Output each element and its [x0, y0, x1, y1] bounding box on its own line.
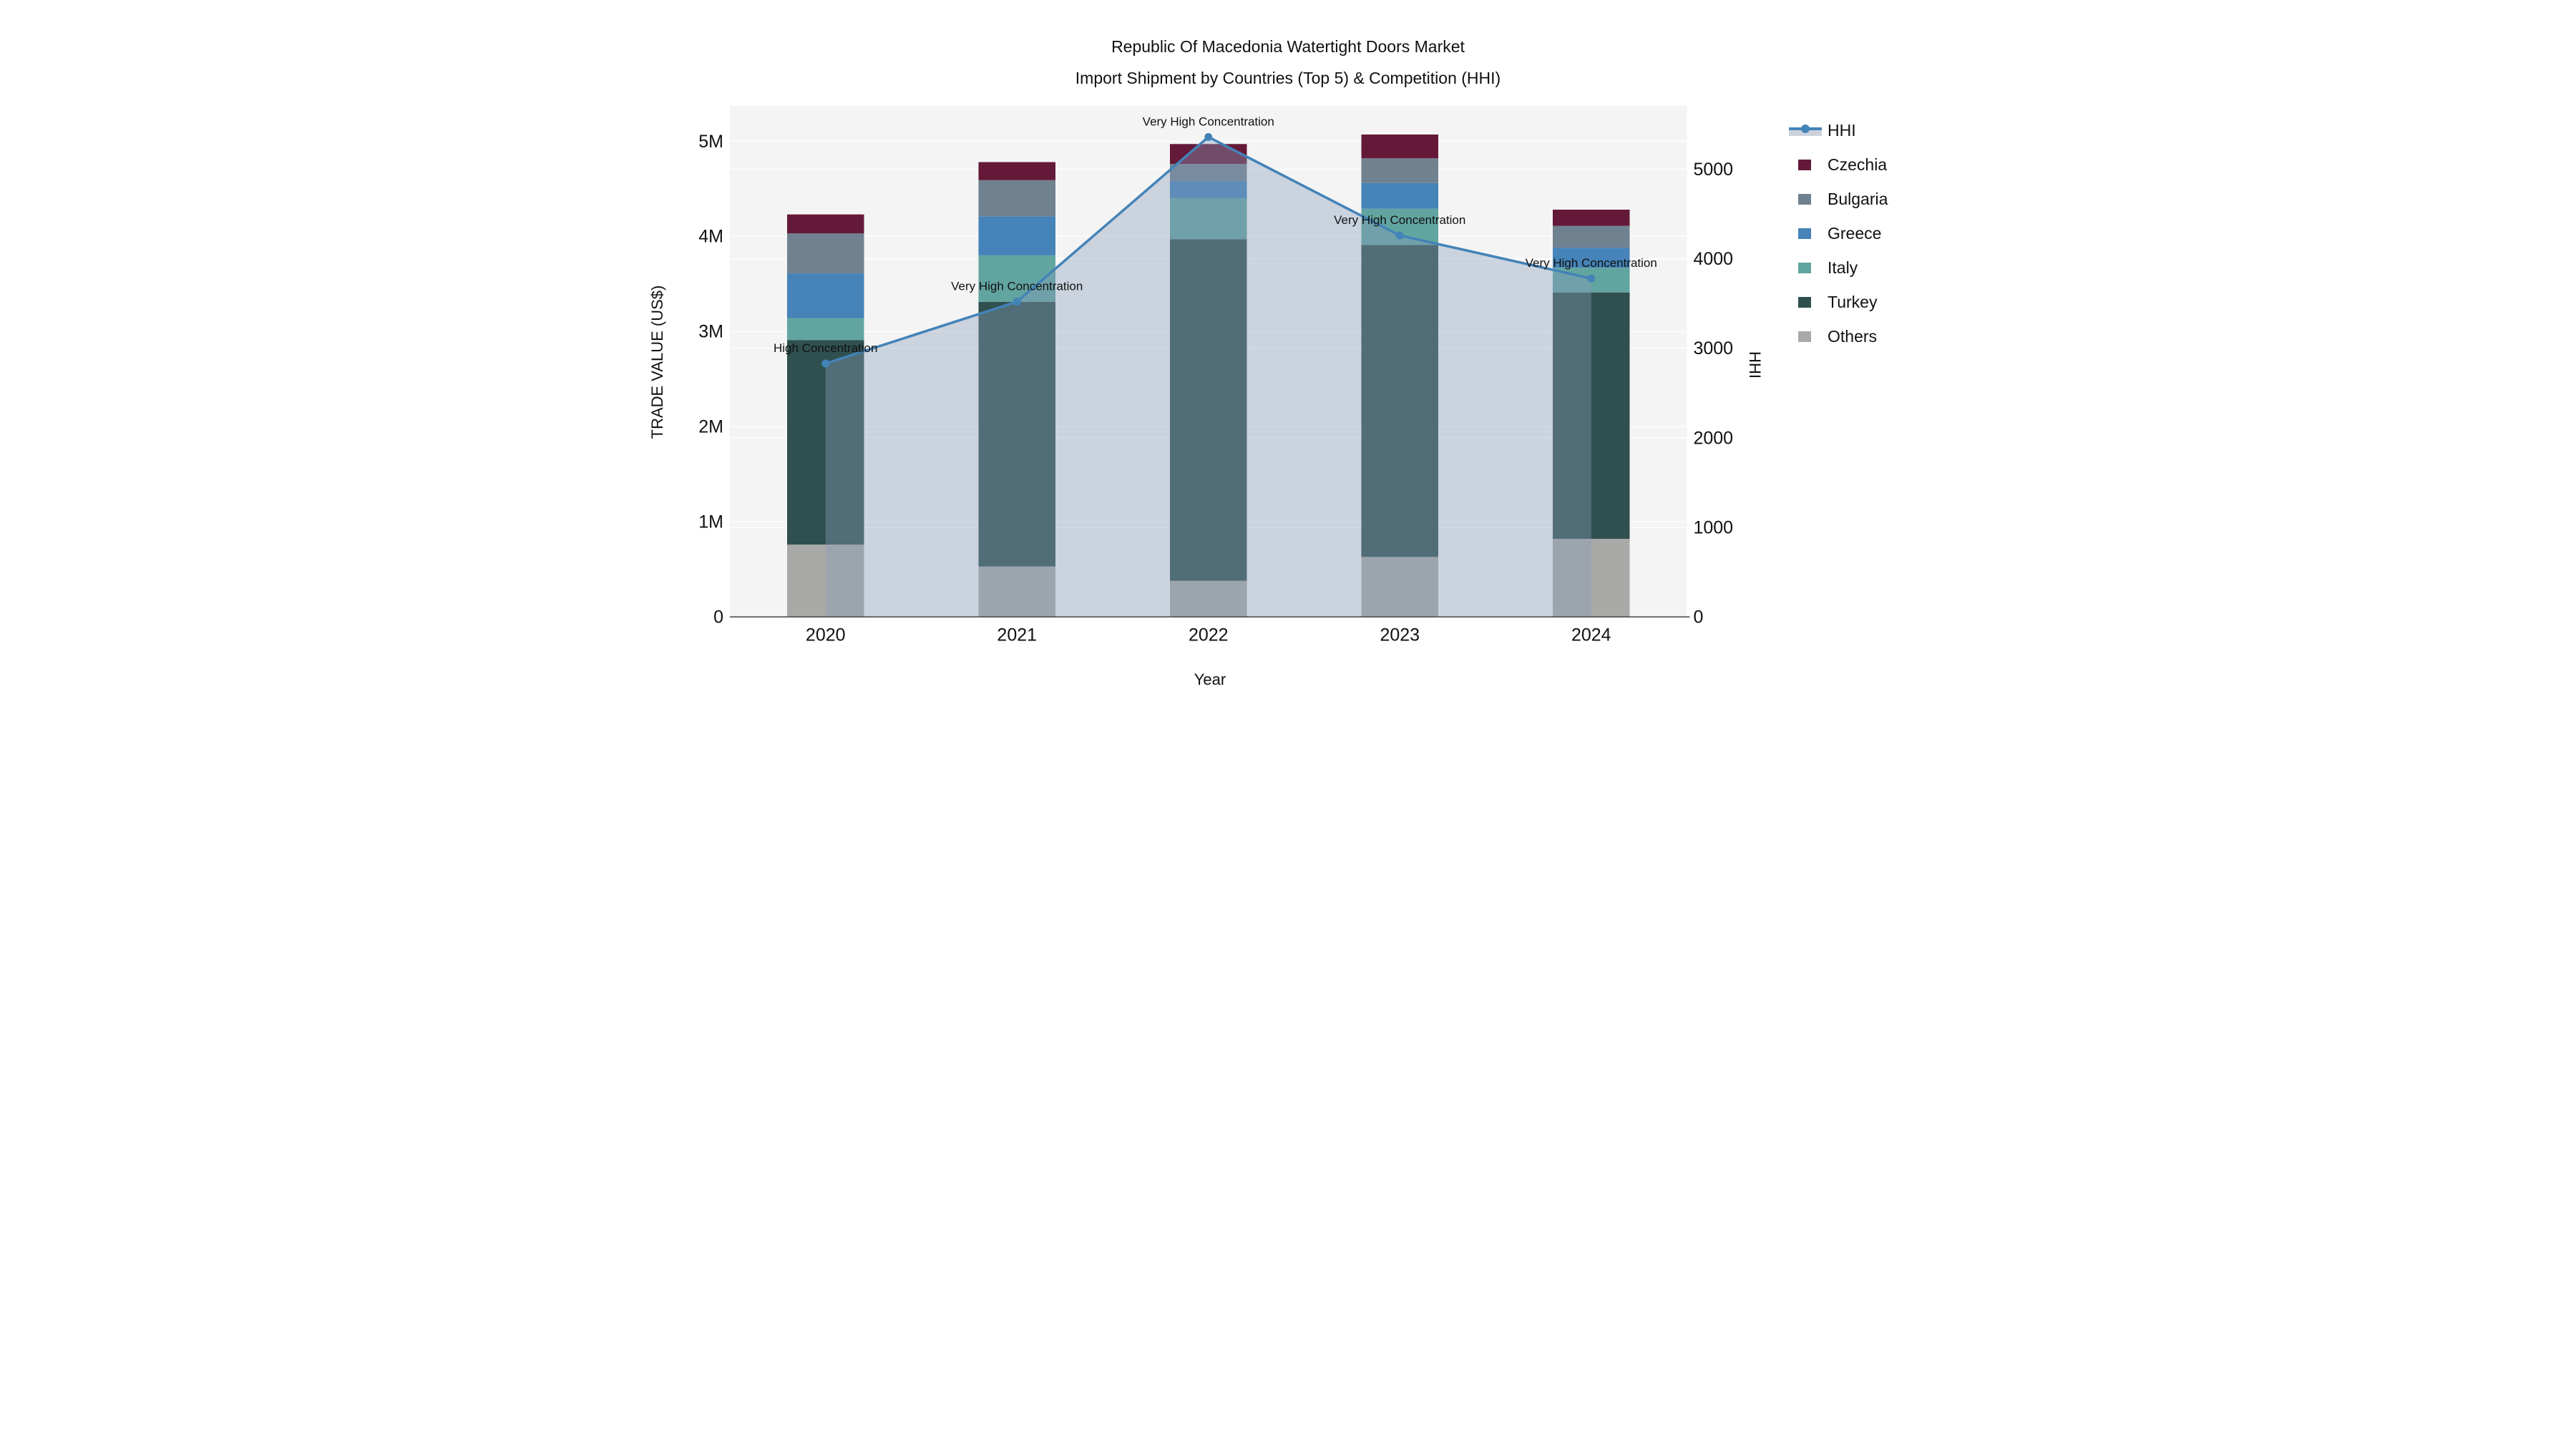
bar-segment-turkey-2023: [1361, 245, 1438, 557]
x-axis-title: Year: [1194, 670, 1226, 688]
italy-swatch-icon: [1798, 262, 1811, 273]
bar-segment-italy-2022: [1170, 198, 1247, 240]
bar-segment-czechia-2023: [1361, 134, 1438, 159]
y-right-tick-label: 4000: [1694, 249, 1734, 269]
bar-segment-bulgaria-2020: [787, 233, 864, 274]
chart-title-line2: Import Shipment by Countries (Top 5) & C…: [1075, 69, 1501, 87]
y-left-tick-label: 5M: [698, 132, 723, 152]
y-left-tick-label: 3M: [698, 322, 723, 342]
legend-label: Czechia: [1828, 155, 1888, 174]
chart-canvas: High Concentration Very High Concentratio…: [698, 105, 1734, 645]
hhi-marker-2022: [1204, 132, 1213, 141]
y-left-tick-label: 1M: [698, 512, 723, 532]
bar-segment-greece-2020: [787, 273, 864, 318]
y-left-tick-label: 4M: [698, 227, 723, 247]
hhi-marker-2021: [1013, 298, 1021, 306]
bar-segment-turkey-2021: [978, 301, 1055, 567]
legend-label: Greece: [1828, 223, 1882, 243]
bar-segment-greece-2021: [978, 216, 1055, 255]
chart-title: Republic Of Macedonia Watertight Doors M…: [644, 31, 1932, 94]
legend-label: Italy: [1828, 258, 1858, 277]
x-tick-label: 2022: [1189, 625, 1229, 645]
bar-segment-others-2022: [1170, 580, 1247, 618]
x-tick-label: 2023: [1380, 625, 1420, 645]
y-right-tick-label: 3000: [1694, 338, 1734, 358]
bar-segment-bulgaria-2021: [978, 180, 1055, 217]
legend-item-bulgaria[interactable]: Bulgaria: [1789, 182, 1888, 216]
hhi-marker-2024: [1587, 274, 1596, 283]
bar-segment-others-2023: [1361, 557, 1438, 618]
bar-segment-greece-2023: [1361, 182, 1438, 209]
y-left-tick-label: 0: [713, 608, 723, 628]
legend-item-hhi[interactable]: HHI: [1789, 113, 1888, 147]
bar-segment-others-2024: [1553, 539, 1630, 618]
y-axis-left-title: TRADE VALUE (US$): [648, 285, 666, 439]
czechia-swatch-icon: [1798, 159, 1811, 170]
bar-segment-turkey-2024: [1553, 292, 1630, 540]
annotation-2021: Very High Concentration: [951, 280, 1083, 293]
legend-item-greece[interactable]: Greece: [1789, 216, 1888, 250]
bar-segment-bulgaria-2022: [1170, 164, 1247, 182]
legend-label: Turkey: [1828, 292, 1878, 311]
hhi-line-key-icon: [1789, 125, 1822, 136]
bar-segment-greece-2022: [1170, 181, 1247, 199]
bar-segment-greece-2024: [1553, 248, 1630, 268]
annotation-2024: Very High Concentration: [1526, 256, 1657, 270]
hhi-area: [825, 137, 1591, 618]
y-right-tick-label: 5000: [1694, 160, 1734, 180]
bar-segment-others-2020: [787, 545, 864, 618]
annotation-2020: High Concentration: [774, 341, 877, 355]
bar-segment-bulgaria-2023: [1361, 158, 1438, 183]
x-tick-label: 2024: [1571, 625, 1611, 645]
legend: HHI Czechia Bulgaria Greece Italy Turkey…: [1789, 113, 1888, 353]
bar-segment-others-2021: [978, 566, 1055, 618]
y-right-tick-label: 0: [1694, 608, 1704, 628]
x-tick-label: 2020: [806, 625, 846, 645]
turkey-swatch-icon: [1798, 296, 1811, 308]
greece-swatch-icon: [1798, 228, 1811, 239]
legend-label: Others: [1828, 326, 1878, 346]
legend-label: HHI: [1828, 120, 1856, 140]
chart-title-line1: Republic Of Macedonia Watertight Doors M…: [1111, 37, 1465, 56]
bar-segment-turkey-2022: [1170, 239, 1247, 581]
legend-label: Bulgaria: [1828, 189, 1888, 208]
y-right-tick-label: 2000: [1694, 428, 1734, 448]
hhi-marker-2020: [821, 359, 830, 368]
bar-segment-italy-2020: [787, 318, 864, 341]
annotation-2022: Very High Concentration: [1143, 114, 1274, 128]
x-tick-label: 2021: [997, 625, 1037, 645]
bar-segment-czechia-2024: [1553, 210, 1630, 226]
bulgaria-swatch-icon: [1798, 193, 1811, 205]
chart-figure: High Concentration Very High Concentratio…: [644, 0, 1932, 724]
bar-segment-czechia-2020: [787, 214, 864, 234]
legend-item-others[interactable]: Others: [1789, 319, 1888, 353]
bar-segment-bulgaria-2024: [1553, 225, 1630, 248]
y-axis-right-title: HHI: [1746, 351, 1764, 379]
legend-item-turkey[interactable]: Turkey: [1789, 285, 1888, 319]
annotation-2023: Very High Concentration: [1334, 213, 1465, 227]
legend-item-czechia[interactable]: Czechia: [1789, 147, 1888, 182]
bar-segment-turkey-2020: [787, 340, 864, 545]
legend-item-italy[interactable]: Italy: [1789, 250, 1888, 285]
y-right-tick-label: 1000: [1694, 517, 1734, 537]
hhi-marker-2023: [1395, 231, 1404, 240]
bar-segment-czechia-2021: [978, 162, 1055, 180]
y-left-tick-label: 2M: [698, 417, 723, 437]
others-swatch-icon: [1798, 331, 1811, 342]
